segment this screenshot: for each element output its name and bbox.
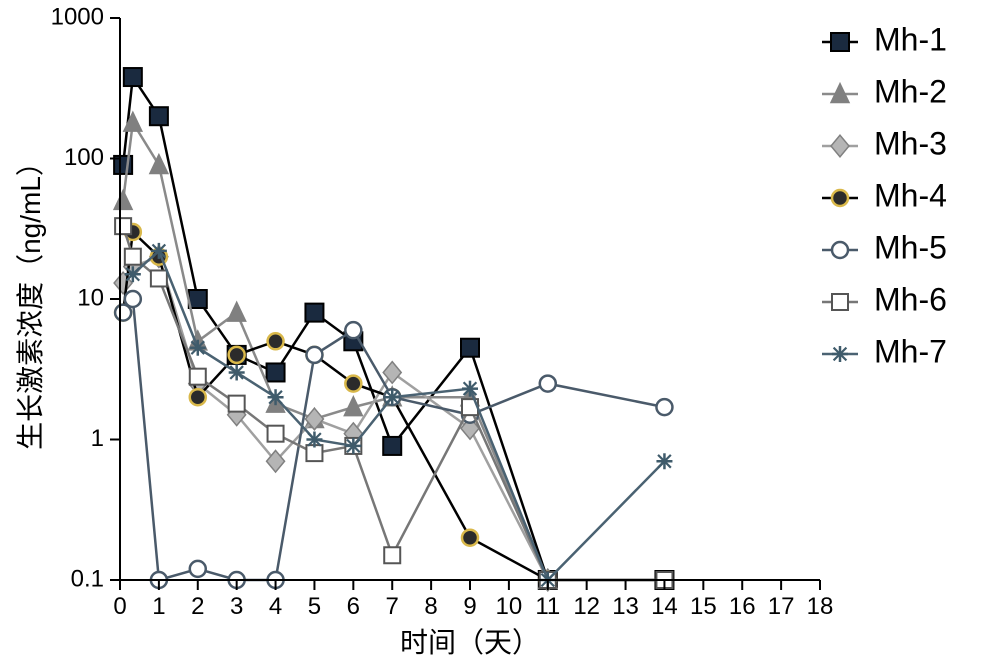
svg-text:13: 13 [612, 593, 639, 620]
legend-label-mh1: Mh-1 [874, 21, 947, 57]
legend-label-mh7: Mh-7 [874, 333, 947, 369]
legend-label-mh5: Mh-5 [874, 229, 947, 265]
chart-svg: 01234567891011121314151617180.1110100100… [0, 0, 1000, 670]
svg-text:18: 18 [807, 593, 834, 620]
svg-text:1: 1 [91, 425, 104, 452]
svg-text:10: 10 [77, 284, 104, 311]
svg-text:6: 6 [347, 593, 360, 620]
legend-label-mh2: Mh-2 [874, 73, 947, 109]
svg-text:16: 16 [729, 593, 756, 620]
svg-text:14: 14 [651, 593, 678, 620]
chart-container: 01234567891011121314151617180.1110100100… [0, 0, 1000, 670]
svg-text:4: 4 [269, 593, 282, 620]
svg-text:7: 7 [386, 593, 399, 620]
svg-text:3: 3 [230, 593, 243, 620]
svg-text:10: 10 [496, 593, 523, 620]
svg-text:1: 1 [152, 593, 165, 620]
svg-text:5: 5 [308, 593, 321, 620]
x-axis-label: 时间（天） [400, 627, 540, 658]
svg-text:1000: 1000 [51, 3, 104, 30]
svg-text:9: 9 [463, 593, 476, 620]
legend-label-mh6: Mh-6 [874, 281, 947, 317]
svg-text:0: 0 [113, 593, 126, 620]
y-axis-label: 生长激素浓度（ng/mL） [15, 148, 46, 450]
svg-text:2: 2 [191, 593, 204, 620]
svg-text:100: 100 [64, 144, 104, 171]
svg-text:0.1: 0.1 [71, 565, 104, 592]
svg-text:17: 17 [768, 593, 795, 620]
legend-label-mh3: Mh-3 [874, 125, 947, 161]
svg-text:15: 15 [690, 593, 717, 620]
svg-text:8: 8 [424, 593, 437, 620]
legend-label-mh4: Mh-4 [874, 177, 947, 213]
svg-text:12: 12 [573, 593, 600, 620]
svg-text:11: 11 [535, 593, 560, 620]
